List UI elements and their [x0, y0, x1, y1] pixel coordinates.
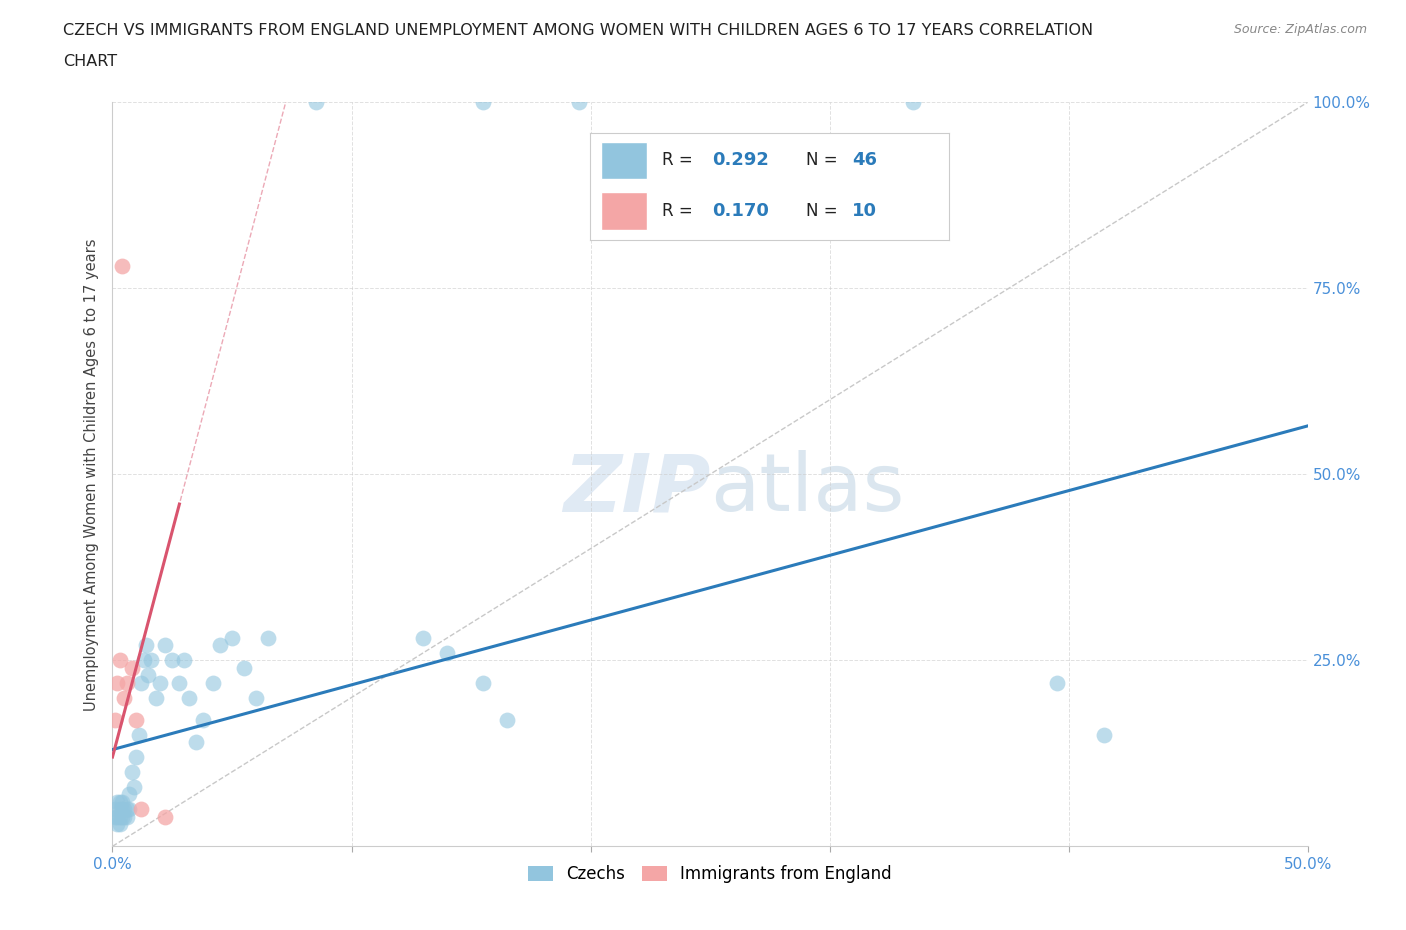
Point [114, 802, 135, 817]
Point [118, 787, 141, 802]
Point [108, 794, 131, 809]
Text: 0.292: 0.292 [711, 152, 769, 169]
Point [114, 809, 135, 824]
Point [105, 809, 128, 824]
Point [233, 660, 256, 675]
Point [125, 750, 148, 764]
Text: atlas: atlas [710, 450, 904, 528]
Point [104, 802, 127, 817]
Point [162, 653, 183, 668]
Point [903, 95, 925, 110]
Text: ZIP: ZIP [562, 450, 710, 528]
Text: 10: 10 [852, 202, 877, 220]
Point [472, 95, 495, 110]
Point [209, 638, 232, 653]
Point [104, 712, 127, 727]
Point [111, 802, 134, 817]
Point [1046, 675, 1069, 690]
Point [118, 802, 141, 817]
Legend: Czechs, Immigrants from England: Czechs, Immigrants from England [522, 858, 898, 890]
Point [135, 638, 157, 653]
Point [129, 675, 152, 690]
Point [305, 95, 328, 110]
Point [129, 802, 152, 817]
Point [105, 794, 128, 809]
Point [153, 638, 176, 653]
Text: CHART: CHART [63, 54, 117, 69]
Point [111, 794, 134, 809]
Point [111, 259, 134, 273]
Point [105, 675, 128, 690]
Point [125, 712, 148, 727]
Point [105, 817, 128, 831]
Point [472, 675, 495, 690]
Point [568, 95, 591, 110]
Text: 0.170: 0.170 [711, 202, 769, 220]
Point [132, 653, 155, 668]
Point [169, 675, 191, 690]
Point [496, 712, 519, 727]
Point [108, 809, 131, 824]
Text: CZECH VS IMMIGRANTS FROM ENGLAND UNEMPLOYMENT AMONG WOMEN WITH CHILDREN AGES 6 T: CZECH VS IMMIGRANTS FROM ENGLAND UNEMPLO… [63, 23, 1094, 38]
Point [121, 764, 143, 779]
Point [245, 690, 267, 705]
Text: Source: ZipAtlas.com: Source: ZipAtlas.com [1233, 23, 1367, 36]
Point [145, 690, 167, 705]
Point [193, 712, 215, 727]
Text: R =: R = [662, 152, 697, 169]
Point [221, 631, 243, 645]
FancyBboxPatch shape [600, 193, 647, 230]
Point [111, 809, 134, 824]
Point [149, 675, 172, 690]
Point [108, 817, 131, 831]
Point [115, 802, 138, 817]
Text: N =: N = [806, 152, 842, 169]
Point [1094, 727, 1116, 742]
Point [186, 735, 208, 750]
Text: R =: R = [662, 202, 697, 220]
Point [173, 653, 195, 668]
Point [114, 690, 135, 705]
Point [153, 809, 176, 824]
Point [436, 645, 458, 660]
Y-axis label: Unemployment Among Women with Children Ages 6 to 17 years: Unemployment Among Women with Children A… [84, 238, 100, 711]
Point [104, 809, 127, 824]
Point [412, 631, 434, 645]
Point [201, 675, 224, 690]
Point [139, 653, 162, 668]
Point [115, 809, 138, 824]
Point [138, 668, 160, 683]
Point [122, 779, 145, 794]
Point [108, 802, 131, 817]
Point [108, 653, 131, 668]
Point [121, 660, 143, 675]
Point [177, 690, 200, 705]
Point [115, 675, 138, 690]
Text: 46: 46 [852, 152, 877, 169]
Text: N =: N = [806, 202, 842, 220]
Point [128, 727, 150, 742]
FancyBboxPatch shape [600, 141, 647, 179]
Point [257, 631, 280, 645]
